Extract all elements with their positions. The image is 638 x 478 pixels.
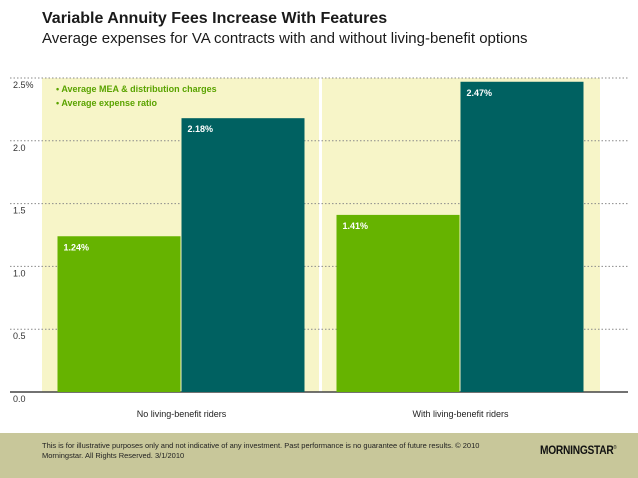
x-category-label: With living-benefit riders [412, 409, 509, 419]
y-tick-label: 2.0 [13, 143, 26, 153]
bar-value-label: 1.41% [343, 221, 369, 231]
legend-entry: • Average MEA & distribution charges [56, 84, 217, 94]
y-tick-label: 2.5% [13, 80, 34, 90]
legend-entry: • Average expense ratio [56, 98, 158, 108]
footer-disclaimer: This is for illustrative purposes only a… [42, 441, 480, 460]
bar [460, 81, 584, 392]
bar-chart: 0.0 0.5 1.0 1.5 2.0 2.5% 1.24% 2.18% No living-b… [10, 77, 628, 419]
x-category-label: No living-benefit riders [137, 409, 227, 419]
footer-band [0, 433, 638, 478]
y-tick-label: 1.0 [13, 268, 26, 278]
logo-text: MORNINGSTAR [540, 443, 614, 457]
bar [336, 214, 460, 392]
title-block: Variable Annuity Fees Increase With Feat… [42, 9, 528, 49]
bar-value-label: 1.24% [64, 242, 90, 252]
y-tick-label: 0.5 [13, 331, 26, 341]
y-tick-label: 0.0 [13, 394, 26, 404]
bar-value-label: 2.18% [188, 124, 214, 134]
logo-registered-mark: ® [613, 445, 617, 451]
bar [181, 118, 305, 392]
chart-subtitle: Average expenses for VA contracts with a… [42, 30, 528, 47]
chart-title: Variable Annuity Fees Increase With Feat… [42, 10, 388, 27]
y-tick-label: 1.5 [13, 206, 26, 216]
bar [57, 236, 181, 392]
morningstar-logo: MORNINGSTAR® [540, 443, 617, 457]
bar-value-label: 2.47% [467, 88, 493, 98]
